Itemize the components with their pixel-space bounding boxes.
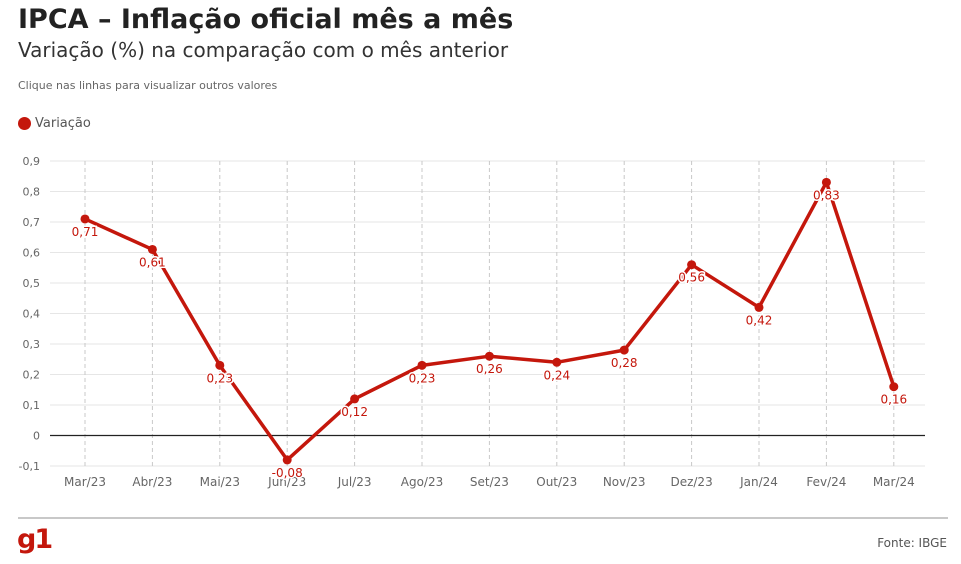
data-label: 0,23 <box>206 371 233 385</box>
x-tick-label: Abr/23 <box>132 475 172 489</box>
g1-logo: g1 <box>17 524 53 555</box>
data-label: 0,16 <box>880 393 907 407</box>
x-tick-label: Mai/23 <box>200 475 240 489</box>
x-tick-label: Jun/23 <box>267 475 306 489</box>
data-point[interactable] <box>215 360 225 370</box>
x-tick-label: Jul/23 <box>337 475 372 489</box>
data-label: 0,26 <box>476 362 503 376</box>
data-point[interactable] <box>754 302 764 312</box>
x-tick-label: Dez/23 <box>670 475 712 489</box>
data-point[interactable] <box>889 382 899 392</box>
data-point[interactable] <box>687 260 697 270</box>
data-label: -0,08 <box>272 466 303 480</box>
x-tick-label: Set/23 <box>470 475 509 489</box>
data-label: 0,83 <box>813 188 840 202</box>
data-point[interactable] <box>147 244 157 254</box>
data-label: 0,28 <box>611 356 638 370</box>
data-label: 0,23 <box>409 371 436 385</box>
data-point[interactable] <box>552 357 562 367</box>
y-tick-label: 0,6 <box>23 247 41 260</box>
data-label: 0,12 <box>341 405 368 419</box>
y-tick-label: 0,1 <box>23 399 41 412</box>
data-label: 0,24 <box>543 368 570 382</box>
chart-title: IPCA – Inflação oficial mês a mês <box>18 4 514 35</box>
legend-item-variacao[interactable]: Variação <box>18 116 91 131</box>
x-tick-label: Nov/23 <box>603 475 646 489</box>
y-tick-label: 0,7 <box>23 216 41 229</box>
footer-divider <box>18 517 948 519</box>
x-tick-label: Fev/24 <box>806 475 846 489</box>
x-tick-label: Mar/23 <box>64 475 106 489</box>
x-tick-label: Jan/24 <box>739 475 778 489</box>
series-line-variacao[interactable] <box>83 180 896 462</box>
data-label: 0,56 <box>678 271 705 285</box>
data-label: 0,71 <box>72 225 99 239</box>
y-tick-label: 0 <box>33 430 40 443</box>
data-point[interactable] <box>350 394 360 404</box>
data-point[interactable] <box>282 455 292 465</box>
y-tick-label: 0,2 <box>23 369 41 382</box>
y-tick-label: 0,5 <box>23 277 41 290</box>
x-tick-label: Mar/24 <box>873 475 915 489</box>
legend-marker <box>18 117 31 130</box>
x-tick-label: Out/23 <box>536 475 577 489</box>
y-tick-label: -0,1 <box>19 460 40 473</box>
data-label: 0,42 <box>746 313 773 327</box>
data-label: 0,61 <box>139 255 166 269</box>
y-tick-label: 0,8 <box>23 186 41 199</box>
y-tick-label: 0,9 <box>23 155 41 168</box>
data-point[interactable] <box>417 360 427 370</box>
data-point[interactable] <box>619 345 629 355</box>
data-point[interactable] <box>80 214 90 224</box>
y-tick-label: 0,3 <box>23 338 41 351</box>
y-tick-label: 0,4 <box>23 308 41 321</box>
chart-subtitle: Variação (%) na comparação com o mês ant… <box>18 38 509 62</box>
source-credit: Fonte: IBGE <box>877 536 947 550</box>
instruction-text: Clique nas linhas para visualizar outros… <box>18 79 278 92</box>
x-tick-label: Ago/23 <box>401 475 443 489</box>
legend-label: Variação <box>35 116 91 131</box>
data-point[interactable] <box>484 351 494 361</box>
data-point[interactable] <box>821 177 831 187</box>
